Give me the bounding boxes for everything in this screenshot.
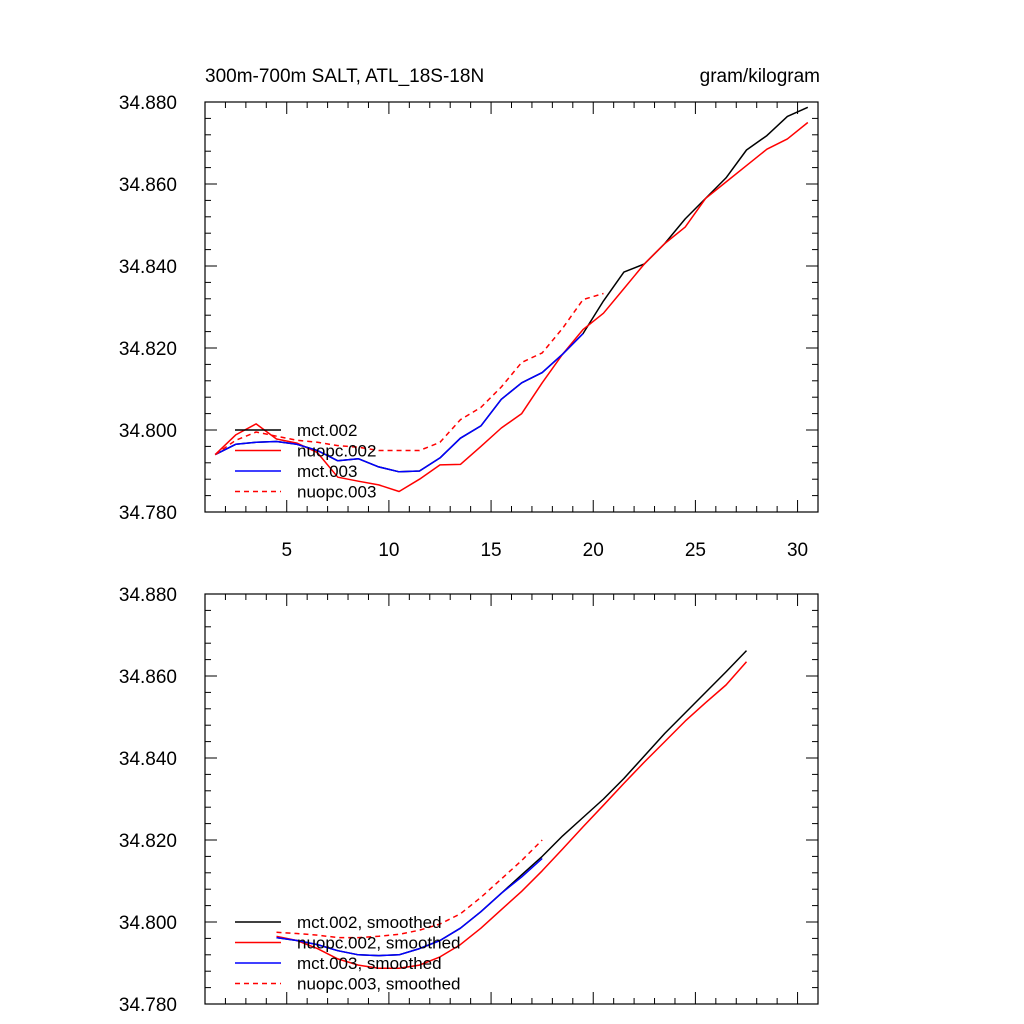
y-tick-label: 34.780 — [119, 995, 177, 1016]
legend-label: mct.002 — [297, 421, 357, 440]
y-tick-label: 34.860 — [119, 667, 177, 688]
series-line — [214, 106, 809, 473]
legend-label: nuopc.003 — [297, 483, 376, 502]
x-tick-label: 15 — [480, 540, 501, 561]
y-tick-label: 34.880 — [119, 93, 177, 114]
legend-label: mct.003, smoothed — [297, 954, 442, 973]
legend-label: nuopc.002, smoothed — [297, 934, 461, 953]
y-tick-label: 34.820 — [119, 339, 177, 360]
x-tick-label: 10 — [378, 540, 399, 561]
series-line — [214, 292, 604, 456]
y-tick-label: 34.780 — [119, 503, 177, 524]
series-line — [214, 121, 809, 493]
x-tick-label: 20 — [583, 540, 604, 561]
y-tick-label: 34.820 — [119, 831, 177, 852]
y-tick-label: 34.800 — [119, 913, 177, 934]
chart-panel-bottom: 34.780 34.800 34.820 34.840 34.860 34.880 mct.… — [119, 585, 819, 1016]
series-line — [276, 839, 543, 939]
series-line — [276, 661, 748, 970]
y-tick-label: 34.800 — [119, 421, 177, 442]
series-line — [214, 333, 584, 473]
x-tick-label: 5 — [281, 540, 292, 561]
legend-label: nuopc.003, smoothed — [297, 975, 461, 994]
legend-label: nuopc.002 — [297, 442, 376, 461]
y-tick-label: 34.840 — [119, 257, 177, 278]
x-tick-label: 25 — [685, 540, 706, 561]
chart-panel-top: 34.780 34.800 34.820 34.840 34.860 34.880 5 10 1… — [119, 66, 820, 561]
legend-label: mct.002, smoothed — [297, 913, 442, 932]
chart-title: 300m-700m SALT, ATL_18S-18N — [205, 66, 484, 87]
units-label: gram/kilogram — [700, 66, 820, 87]
y-tick-label: 34.860 — [119, 175, 177, 196]
series-line — [276, 857, 543, 957]
series-line — [276, 650, 748, 957]
y-tick-label: 34.880 — [119, 585, 177, 606]
legend-label: mct.003 — [297, 462, 357, 481]
x-tick-label: 30 — [787, 540, 808, 561]
y-tick-label: 34.840 — [119, 749, 177, 770]
